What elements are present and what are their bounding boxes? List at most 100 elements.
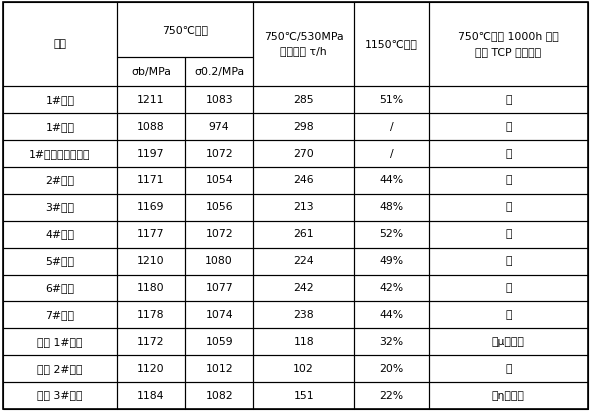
Text: 750℃/530MPa
持久寿命 τ/h: 750℃/530MPa 持久寿命 τ/h xyxy=(264,32,343,56)
Text: 1088: 1088 xyxy=(137,122,165,132)
Text: 1080: 1080 xyxy=(205,256,233,266)
Bar xyxy=(354,140,429,167)
Bar xyxy=(429,355,588,382)
Bar xyxy=(116,221,185,248)
Bar xyxy=(185,57,253,86)
Bar xyxy=(354,328,429,355)
Bar xyxy=(116,113,185,140)
Bar xyxy=(429,221,588,248)
Text: 1072: 1072 xyxy=(205,229,233,239)
Text: 有μ相析出: 有μ相析出 xyxy=(492,337,525,347)
Bar xyxy=(429,248,588,275)
Text: 1074: 1074 xyxy=(205,310,233,320)
Bar xyxy=(253,86,354,113)
Bar xyxy=(3,382,116,409)
Text: 298: 298 xyxy=(293,122,314,132)
Text: /: / xyxy=(389,148,393,159)
Bar xyxy=(253,2,354,86)
Text: 285: 285 xyxy=(293,95,314,105)
Bar xyxy=(185,248,253,275)
Text: 无: 无 xyxy=(505,122,512,132)
Text: 无: 无 xyxy=(505,175,512,185)
Bar xyxy=(3,140,116,167)
Bar xyxy=(253,140,354,167)
Text: 1#铸件: 1#铸件 xyxy=(46,122,74,132)
Bar xyxy=(354,194,429,221)
Text: 1210: 1210 xyxy=(137,256,165,266)
Text: 无: 无 xyxy=(505,364,512,374)
Text: 无: 无 xyxy=(505,256,512,266)
Bar xyxy=(354,86,429,113)
Bar xyxy=(185,167,253,194)
Bar xyxy=(3,328,116,355)
Text: /: / xyxy=(389,122,393,132)
Text: 44%: 44% xyxy=(379,310,404,320)
Text: 7#锻件: 7#锻件 xyxy=(46,310,74,320)
Bar xyxy=(429,328,588,355)
Text: 1180: 1180 xyxy=(137,283,165,293)
Bar xyxy=(429,167,588,194)
Bar xyxy=(253,167,354,194)
Bar xyxy=(116,140,185,167)
Text: 有η相析出: 有η相析出 xyxy=(492,390,525,400)
Text: 1059: 1059 xyxy=(205,337,233,347)
Text: 无: 无 xyxy=(505,283,512,293)
Text: 2#锻件: 2#锻件 xyxy=(46,175,74,185)
Text: 对比 1#锻件: 对比 1#锻件 xyxy=(37,337,83,347)
Bar xyxy=(354,167,429,194)
Text: 对比 3#锻件: 对比 3#锻件 xyxy=(37,390,83,400)
Text: 1012: 1012 xyxy=(205,364,233,374)
Text: 1083: 1083 xyxy=(205,95,233,105)
Bar xyxy=(429,140,588,167)
Bar xyxy=(354,2,429,86)
Text: 1184: 1184 xyxy=(137,390,165,400)
Text: 213: 213 xyxy=(293,202,314,212)
Text: 1072: 1072 xyxy=(205,148,233,159)
Text: 49%: 49% xyxy=(379,256,404,266)
Text: 1054: 1054 xyxy=(205,175,233,185)
Bar xyxy=(429,86,588,113)
Bar xyxy=(116,2,253,57)
Bar xyxy=(253,275,354,301)
Text: 1082: 1082 xyxy=(205,390,233,400)
Text: 32%: 32% xyxy=(379,337,404,347)
Bar xyxy=(3,248,116,275)
Text: 750℃拉伸: 750℃拉伸 xyxy=(162,25,208,35)
Bar xyxy=(3,355,116,382)
Bar xyxy=(3,301,116,328)
Bar xyxy=(429,2,588,86)
Bar xyxy=(429,382,588,409)
Text: 1178: 1178 xyxy=(137,310,165,320)
Text: 无: 无 xyxy=(505,148,512,159)
Bar xyxy=(354,248,429,275)
Text: 无: 无 xyxy=(505,229,512,239)
Text: 48%: 48% xyxy=(379,202,404,212)
Text: 242: 242 xyxy=(293,283,314,293)
Bar xyxy=(3,167,116,194)
Bar xyxy=(253,328,354,355)
Bar xyxy=(354,355,429,382)
Bar xyxy=(116,382,185,409)
Bar xyxy=(429,275,588,301)
Bar xyxy=(185,86,253,113)
Text: σb/MPa: σb/MPa xyxy=(131,67,171,77)
Text: 无: 无 xyxy=(505,310,512,320)
Bar xyxy=(185,382,253,409)
Bar xyxy=(116,355,185,382)
Bar xyxy=(116,57,185,86)
Text: 42%: 42% xyxy=(379,283,404,293)
Text: 编号: 编号 xyxy=(53,39,66,49)
Bar xyxy=(116,194,185,221)
Bar xyxy=(354,275,429,301)
Bar xyxy=(354,301,429,328)
Text: 1#锻件: 1#锻件 xyxy=(46,95,74,105)
Bar xyxy=(253,382,354,409)
Text: 750℃时效 1000h 后是
否有 TCP 相的析出: 750℃时效 1000h 后是 否有 TCP 相的析出 xyxy=(458,31,558,58)
Text: 无: 无 xyxy=(505,202,512,212)
Bar xyxy=(3,275,116,301)
Text: 51%: 51% xyxy=(379,95,404,105)
Text: 224: 224 xyxy=(293,256,314,266)
Text: 102: 102 xyxy=(293,364,314,374)
Text: 1177: 1177 xyxy=(137,229,165,239)
Text: 52%: 52% xyxy=(379,229,404,239)
